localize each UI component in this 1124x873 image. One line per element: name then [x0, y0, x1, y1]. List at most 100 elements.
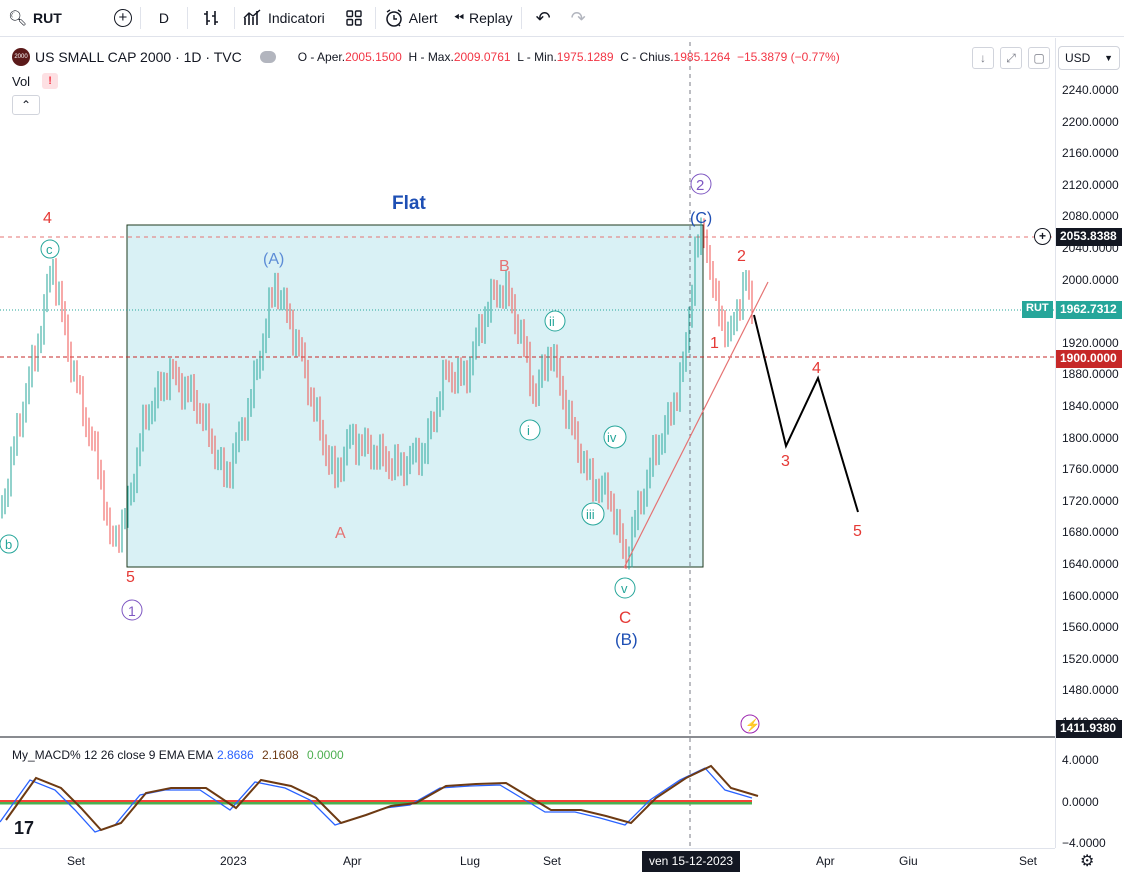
label-iii: iii [581, 502, 605, 526]
label-i: i [519, 419, 541, 441]
time-label: Apr [343, 854, 362, 868]
tradingview-logo: 17 [14, 818, 34, 838]
ohlc-values: O - Aper.2005.1500 H - Max.2009.0761 L -… [298, 50, 840, 64]
indicators-icon [243, 9, 261, 25]
low-value: 1975.1289 [556, 50, 614, 64]
label-f1: 1 [710, 335, 719, 352]
volume-legend: Vol ! [12, 73, 59, 89]
series-title[interactable]: US SMALL CAP 2000 · 1D · TVC [35, 49, 242, 65]
redo-icon: ↷ [570, 7, 586, 28]
symbol-logo: 2000 [12, 48, 30, 66]
price-tick: 1840.0000 [1062, 399, 1119, 413]
low-label: L - Min. [517, 50, 557, 64]
time-label: Set [1019, 854, 1038, 868]
badge-rut-price: 1962.7312 [1056, 301, 1122, 319]
layouts-button[interactable] [333, 0, 375, 37]
price-tick: 1560.0000 [1062, 620, 1119, 635]
time-label: Apr [816, 854, 835, 868]
search-icon: 🔍︎ [8, 10, 28, 27]
label-B: B [499, 258, 510, 275]
currency-label: USD [1065, 51, 1091, 65]
label-f2: 2 [737, 248, 746, 265]
svg-text:iii: iii [586, 507, 595, 522]
collapse-pill-icon[interactable] [259, 51, 276, 63]
label-f4: 4 [812, 360, 821, 377]
price-tick: 2120.0000 [1062, 177, 1119, 192]
replay-button[interactable]: ⏪︎ Replay [446, 0, 521, 37]
price-tick: 1920.0000 [1062, 335, 1119, 350]
grid-layout-icon [346, 10, 362, 26]
label-w4-left: 4 [43, 210, 52, 227]
interval-label: D [158, 10, 169, 26]
event-lightning-icon[interactable] [740, 714, 760, 734]
macd-value-3: 0.0000 [307, 748, 344, 762]
time-label: Giu [899, 854, 918, 868]
restore-button[interactable]: ▢ [1028, 47, 1050, 69]
svg-text:ii: ii [549, 314, 555, 329]
time-label: Set [67, 854, 86, 868]
alarm-clock-icon [386, 9, 402, 27]
alert-button[interactable]: Alert [376, 0, 446, 37]
divider [374, 7, 376, 29]
open-label: O - Aper. [297, 50, 346, 64]
svg-text:c: c [46, 242, 53, 257]
chart-type-button[interactable] [188, 0, 234, 37]
chevron-down-icon: ▼ [1104, 53, 1113, 63]
price-tick: 2160.0000 [1062, 146, 1119, 161]
high-label: H - Max. [408, 50, 454, 64]
add-compare-icon: + [113, 9, 132, 27]
label-b-small: b [0, 534, 19, 554]
price-tick: 2200.0000 [1062, 114, 1119, 129]
indicators-button[interactable]: Indicatori [235, 0, 333, 37]
label-C-paren: (C) [690, 210, 712, 227]
badge-top-price: + 2053.8388 [1034, 228, 1122, 246]
interval-button[interactable]: D [141, 0, 187, 37]
change-value: −15.3879 (−0.77%) [736, 50, 840, 64]
price-tick: 2240.0000 [1062, 83, 1119, 97]
undo-button[interactable]: ↶ [522, 0, 565, 37]
scroll-down-button[interactable]: ↓ [972, 47, 994, 69]
price-tick: 1640.0000 [1062, 557, 1119, 571]
undo-icon: ↶ [535, 7, 551, 28]
divider [186, 7, 188, 29]
add-icon: + [1034, 228, 1051, 245]
indicators-label: Indicatori [267, 10, 325, 26]
divider [520, 7, 522, 29]
svg-text:v: v [621, 581, 628, 596]
badge-level-price: 1900.0000 [1056, 350, 1122, 368]
window-icon: ▢ [1033, 51, 1045, 65]
badge-top-value: 2053.8388 [1060, 229, 1117, 243]
currency-select[interactable]: USD ▼ [1058, 46, 1120, 70]
badge-level-value: 1900.0000 [1060, 351, 1117, 365]
time-axis[interactable]: Set 2023 Apr Lug Set Apr Giu Set ven 15-12-2023 [0, 848, 1055, 873]
projection-path [753, 314, 859, 513]
compare-button[interactable]: + [106, 0, 140, 37]
crosshair-date: ven 15-12-2023 [642, 851, 741, 872]
collapse-legend-button[interactable]: ⌃ [12, 95, 40, 115]
price-axis[interactable]: 2240.0000 2200.0000 2160.0000 2120.0000 2080… [1022, 38, 1124, 850]
volume-label[interactable]: Vol [12, 73, 31, 89]
redo-button[interactable]: ↷ [565, 0, 592, 37]
svg-text:i: i [527, 423, 530, 438]
signal-line [5, 764, 759, 832]
price-chart[interactable]: Flat 4 c b 5 1 (A) A B ii i iv iii v C (… [0, 38, 1055, 848]
close-label: C - Chius. [620, 50, 674, 64]
badge-rut-value: 1962.7312 [1060, 302, 1117, 316]
price-tick: 1680.0000 [1062, 525, 1119, 540]
symbol-search[interactable]: 🔍︎ RUT [0, 0, 70, 37]
chevron-up-icon: ⌃ [20, 98, 32, 112]
macd-label: My_MACD% 12 26 close 9 EMA EMA [12, 748, 213, 762]
macd-value-1: 2.8686 [217, 748, 254, 762]
fullscreen-button[interactable]: ⤢ [1000, 47, 1022, 69]
high-value: 2009.0761 [453, 50, 511, 64]
alert-label: Alert [408, 10, 438, 26]
settings-button[interactable]: ⚙ [1080, 851, 1094, 871]
badge-low-price: 1411.9380 [1056, 720, 1122, 738]
trendline [623, 281, 769, 569]
price-tick: 1800.0000 [1062, 430, 1119, 445]
price-tick: 1600.0000 [1062, 588, 1119, 603]
badge-rut-tag: RUT [1022, 301, 1053, 318]
label-B-paren: (B) [615, 630, 638, 649]
close-value: 1985.1264 [673, 50, 731, 64]
warning-icon[interactable]: ! [42, 73, 59, 89]
